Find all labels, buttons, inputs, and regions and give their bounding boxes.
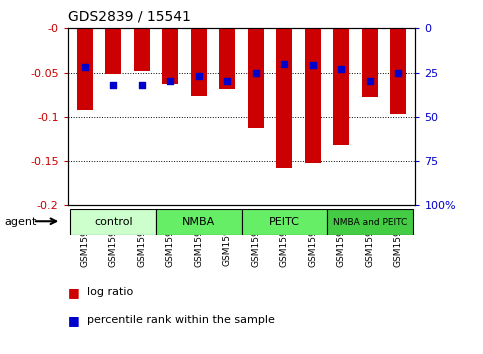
Bar xyxy=(248,28,264,129)
Text: ■: ■ xyxy=(68,286,79,298)
Text: PEITC: PEITC xyxy=(269,217,299,227)
Bar xyxy=(219,28,235,88)
Point xyxy=(223,79,231,84)
Point xyxy=(166,79,174,84)
Text: GDS2839 / 15541: GDS2839 / 15541 xyxy=(68,9,190,23)
Bar xyxy=(134,28,150,71)
Point xyxy=(109,82,117,88)
Bar xyxy=(390,28,406,114)
Point xyxy=(138,82,145,88)
Text: percentile rank within the sample: percentile rank within the sample xyxy=(87,315,275,325)
Bar xyxy=(305,28,321,163)
Bar xyxy=(156,209,242,235)
Point xyxy=(309,63,317,68)
Point xyxy=(81,64,88,70)
Bar xyxy=(162,28,178,84)
Text: agent: agent xyxy=(5,217,37,227)
Bar xyxy=(105,28,121,74)
Text: NMBA: NMBA xyxy=(182,217,215,227)
Text: control: control xyxy=(94,217,132,227)
Bar xyxy=(77,28,93,110)
Point xyxy=(366,79,374,84)
Bar xyxy=(362,28,378,97)
Text: NMBA and PEITC: NMBA and PEITC xyxy=(333,218,407,227)
Text: log ratio: log ratio xyxy=(87,287,133,297)
Point xyxy=(195,73,202,79)
Point xyxy=(281,61,288,67)
Point xyxy=(338,66,345,72)
Bar xyxy=(333,28,349,145)
Bar xyxy=(71,209,156,235)
Point xyxy=(395,70,402,75)
Bar xyxy=(276,28,292,168)
Bar xyxy=(327,209,412,235)
Text: ■: ■ xyxy=(68,314,79,327)
Point xyxy=(252,70,260,75)
Bar xyxy=(242,209,327,235)
Bar xyxy=(191,28,207,97)
